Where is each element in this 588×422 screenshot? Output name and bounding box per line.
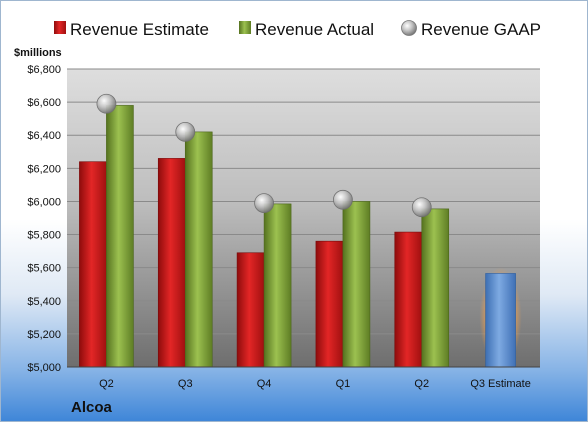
legend-label-actual: Revenue Actual — [255, 20, 374, 39]
x-tick-label: Q2 — [99, 378, 114, 390]
bar-revenue-estimate — [79, 161, 107, 368]
legend-item-estimate: Revenue Estimate — [54, 20, 209, 39]
y-tick-label: $5,800 — [27, 230, 61, 242]
y-tick-label: $5,200 — [27, 329, 61, 341]
legend-item-gaap: Revenue GAAP — [401, 20, 541, 39]
bar-revenue-actual — [184, 131, 213, 368]
marker-layer — [96, 93, 432, 218]
x-tick-label: Q4 — [257, 378, 272, 390]
legend-swatch-actual — [239, 21, 251, 34]
x-tick-label: Q2 — [414, 378, 429, 390]
legend-item-actual: Revenue Actual — [239, 20, 374, 39]
y-tick-label: $6,000 — [27, 196, 61, 208]
bar-q3-estimate — [485, 273, 516, 368]
y-tick-label: $6,600 — [27, 97, 61, 109]
marker-revenue-gaap — [254, 193, 274, 214]
y-tick-label: $6,200 — [27, 163, 61, 175]
x-tick-label: Q1 — [336, 378, 351, 390]
x-tick-label: Q3 Estimate — [470, 378, 531, 390]
bar-revenue-actual — [106, 105, 134, 368]
bar-revenue-actual — [342, 201, 371, 368]
legend-swatch-estimate — [54, 21, 66, 34]
bar-revenue-estimate — [157, 158, 186, 368]
legend-label-estimate: Revenue Estimate — [70, 20, 209, 39]
bar-revenue-estimate — [315, 240, 344, 368]
y-tick-label: $6,400 — [27, 130, 61, 142]
y-tick-label: $5,000 — [27, 362, 61, 374]
x-tick-label: Q3 — [178, 378, 193, 390]
y-axis-units: $millions — [14, 47, 62, 59]
marker-revenue-gaap — [175, 122, 196, 142]
bar-revenue-estimate — [394, 231, 423, 368]
plot-area — [67, 69, 540, 367]
company-name: Alcoa — [71, 399, 113, 416]
bar-revenue-actual — [263, 203, 292, 368]
y-tick-label: $5,400 — [27, 296, 61, 308]
y-tick-label: $5,600 — [27, 263, 61, 275]
legend-swatch-gaap — [401, 20, 417, 36]
bar-revenue-actual — [421, 208, 450, 368]
bar-revenue-estimate — [236, 252, 265, 368]
y-tick-label: $6,800 — [27, 64, 61, 76]
legend: Revenue Estimate Revenue Actual Revenue … — [54, 20, 541, 39]
marker-revenue-gaap — [411, 197, 432, 218]
marker-revenue-gaap — [96, 93, 117, 114]
x-tick-labels: Q2 Q3 Q4 Q1 Q2 Q3 Estimate — [99, 378, 531, 390]
grid-layer — [67, 68, 540, 368]
marker-revenue-gaap — [333, 189, 353, 210]
y-tick-labels: $5,000 $5,200 $5,400 $5,600 $5,800 $6,000 $6,2… — [27, 64, 61, 374]
legend-label-gaap: Revenue GAAP — [421, 20, 541, 39]
